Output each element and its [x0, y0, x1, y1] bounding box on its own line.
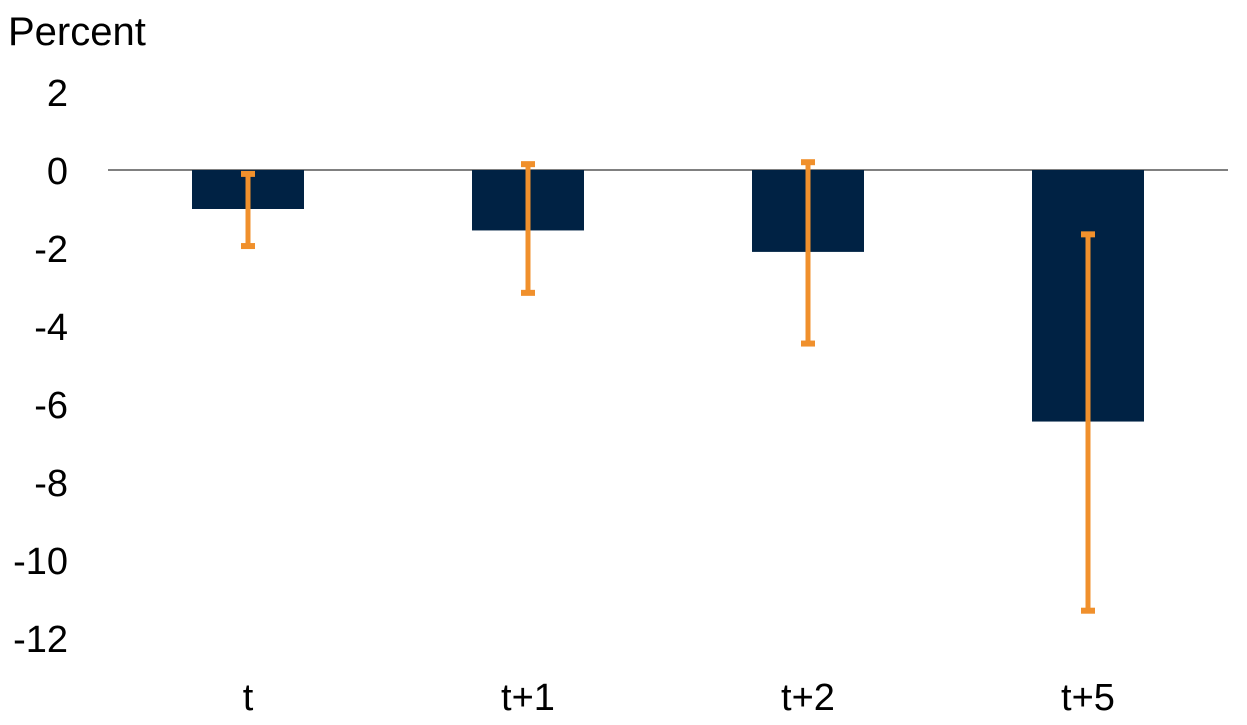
x-tick-label: t+5 — [1061, 677, 1115, 719]
x-tick-label: t+2 — [781, 677, 835, 719]
y-tick-label: 0 — [47, 151, 68, 193]
y-tick-label: -8 — [34, 463, 68, 505]
y-axis-label: Percent — [8, 10, 146, 54]
x-tick-label: t+1 — [501, 677, 555, 719]
x-tick-label: t — [243, 677, 254, 719]
x-tick-labels: t t+1 t+2 t+5 — [243, 677, 1115, 719]
error-bar-t — [241, 170, 255, 250]
y-tick-label: -10 — [13, 541, 68, 583]
error-bar-t+1 — [521, 161, 535, 296]
error-bar-t+5 — [1081, 231, 1095, 614]
y-tick-label: 2 — [47, 73, 68, 115]
y-tick-label: -6 — [34, 385, 68, 427]
y-tick-label: -4 — [34, 307, 68, 349]
bars — [192, 170, 1144, 422]
error-bar-t+2 — [801, 159, 815, 347]
y-tick-label: -2 — [34, 229, 68, 271]
error-bars — [241, 159, 1095, 614]
y-tick-labels: 2 0 -2 -4 -6 -8 -10 -12 — [13, 73, 68, 661]
y-tick-label: -12 — [13, 619, 68, 661]
